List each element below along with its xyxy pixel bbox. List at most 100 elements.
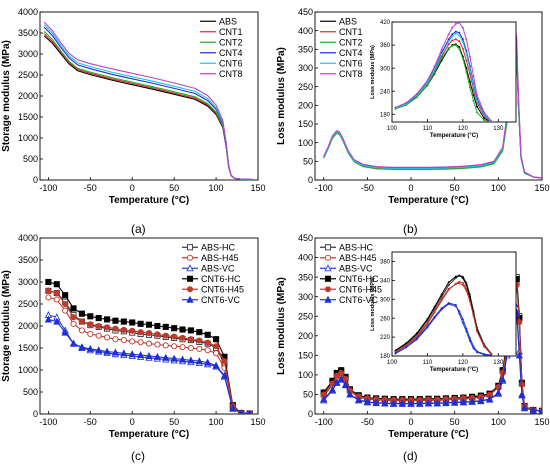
inset-plot: 100 110 120 130 180 240 300 360 420 Temperature (…	[370, 20, 517, 139]
y-tick-label: 200	[298, 100, 313, 110]
inset-data-point-cnt8	[472, 74, 475, 77]
data-point-cnt6-hc	[187, 327, 194, 334]
data-point-cnt6-vc	[381, 399, 389, 407]
inset-data-point-cnt6-vc	[490, 354, 493, 356]
panel-label-b: (b)	[403, 222, 418, 236]
legend-marker	[324, 254, 332, 261]
inset-y-tick-label: 180	[380, 112, 391, 118]
inset-data-point-cnt6-vc	[458, 312, 461, 315]
inset-y-tick-label: 380	[380, 260, 391, 266]
y-tick-label: 0	[33, 175, 38, 185]
inset-data-point-cnt6-vc	[447, 302, 450, 305]
data-point-abs-h45	[78, 327, 85, 334]
chart-panel-c: -100 -50 0 50 100 150050010001500200025003000…	[1, 233, 266, 440]
x-tick-label: 0	[409, 417, 414, 427]
inset-series-line-cnt6-vc	[395, 302, 492, 356]
legend-entry: ABS	[339, 16, 357, 26]
data-point-abs-h45	[145, 340, 153, 347]
data-point-cnt6-h45	[87, 321, 94, 328]
x-tick-label: -100	[39, 417, 57, 427]
data-point-cnt6-vc	[468, 397, 476, 405]
legend: ABS-HCABS-H45ABS-VCCNT6-HCCNT6-H45CNT6-V…	[320, 242, 382, 305]
y-tick-label: 0	[308, 409, 313, 419]
data-point-cnt6-h45	[53, 289, 60, 297]
inset-data-point-cnt6-vc	[440, 307, 443, 310]
inset-data-point-cnt6-hc	[433, 305, 436, 308]
legend-marker	[186, 264, 194, 272]
y-axis-label: Loss modulus (MPa)	[276, 47, 287, 145]
inset-data-point-cnt1	[465, 59, 468, 62]
y-axis-label: Loss modulus (MPa)	[276, 277, 287, 375]
data-point-cnt6-hc	[78, 310, 85, 317]
data-point-abs-h45	[87, 330, 94, 337]
inset-data-point-cnt6-h45	[447, 287, 450, 290]
x-tick-label: -100	[315, 417, 333, 427]
data-point-abs-h45	[171, 343, 178, 350]
inset-data-point-cnt2	[465, 71, 468, 73]
y-tick-label: 150	[298, 350, 313, 360]
data-point-cnt6-vc	[86, 344, 94, 352]
inset-data-point-abs-hc	[440, 295, 443, 298]
data-point-abs-h45	[179, 344, 186, 351]
data-point-cnt6-hc	[196, 329, 203, 336]
data-point-cnt6-vc	[538, 406, 542, 414]
data-point-cnt6-hc	[70, 305, 77, 312]
inset-data-point-cnt6	[451, 35, 454, 38]
inset-data-point-cnt2	[415, 96, 418, 99]
data-point-cnt6-h45	[518, 381, 525, 388]
data-point-cnt6-vc	[416, 399, 424, 407]
data-point-cnt6-h45	[104, 324, 111, 331]
inset-data-point-cnt6	[472, 84, 475, 87]
inset-data-point-abs	[472, 94, 475, 97]
inset-data-point-cnt6-hc	[454, 275, 457, 278]
y-tick-label: 400	[298, 26, 313, 36]
data-point-cnt6-h45	[112, 325, 119, 332]
data-point-cnt6-hc	[162, 323, 169, 330]
inset-data-point-cnt6-h45	[394, 350, 397, 353]
data-point-cnt6-vc	[69, 339, 78, 347]
inset-data-point-cnt6-hc	[415, 332, 418, 335]
data-point-abs-h45	[154, 341, 161, 348]
inset-data-point-cnt6-vc	[468, 339, 471, 342]
data-point-cnt6-vc	[442, 398, 450, 406]
data-point-cnt6-vc	[170, 354, 178, 362]
inset-data-point-cnt6	[468, 67, 471, 70]
legend-entry: ABS-HC	[201, 242, 236, 252]
inset-data-point-cnt6-hc	[458, 274, 461, 277]
x-tick-label: 100	[209, 417, 224, 427]
series-group	[43, 21, 254, 180]
y-tick-label: 0	[308, 175, 313, 185]
data-point-cnt6-vc	[515, 351, 523, 359]
data-point-cnt6-vc	[372, 398, 380, 406]
data-point-abs-h45	[187, 344, 194, 352]
x-tick-label: 50	[169, 417, 179, 427]
inset-data-point-cnt1	[454, 38, 457, 41]
data-point-cnt6-hc	[137, 320, 144, 327]
legend-entry: ABS	[219, 16, 237, 26]
x-tick-label: 50	[169, 183, 179, 193]
inset-data-point-cnt8	[461, 26, 464, 29]
x-tick-label: -50	[361, 183, 374, 193]
inset-data-point-cnt4	[451, 33, 454, 36]
data-point-cnt6-vc	[162, 353, 170, 361]
x-tick-label: -50	[84, 183, 97, 193]
data-point-abs-h45	[62, 307, 69, 314]
inset-data-point-cnt6-vc	[394, 352, 397, 355]
legend-entry: CNT8	[219, 69, 243, 79]
inset-y-tick-label: 340	[380, 278, 391, 284]
legend-marker	[324, 264, 332, 272]
chart-panel-d: -100 -50 0 50 100 150 0 50 100 150 200 250 300 350 400…	[276, 233, 550, 440]
data-point-cnt6-h45	[129, 327, 136, 334]
inset-data-point-cnt6-vc	[472, 347, 475, 350]
data-point-cnt6-hc	[145, 321, 153, 328]
inset-y-tick-label: 360	[380, 43, 391, 49]
inset-data-point-cnt6-vc	[415, 337, 418, 340]
data-point-cnt6-vc	[520, 404, 529, 412]
data-point-cnt6-h45	[338, 369, 345, 376]
data-point-cnt6-h45	[78, 318, 85, 325]
x-tick-label: 150	[250, 417, 265, 427]
inset-y-tick-label: 420	[380, 20, 391, 26]
